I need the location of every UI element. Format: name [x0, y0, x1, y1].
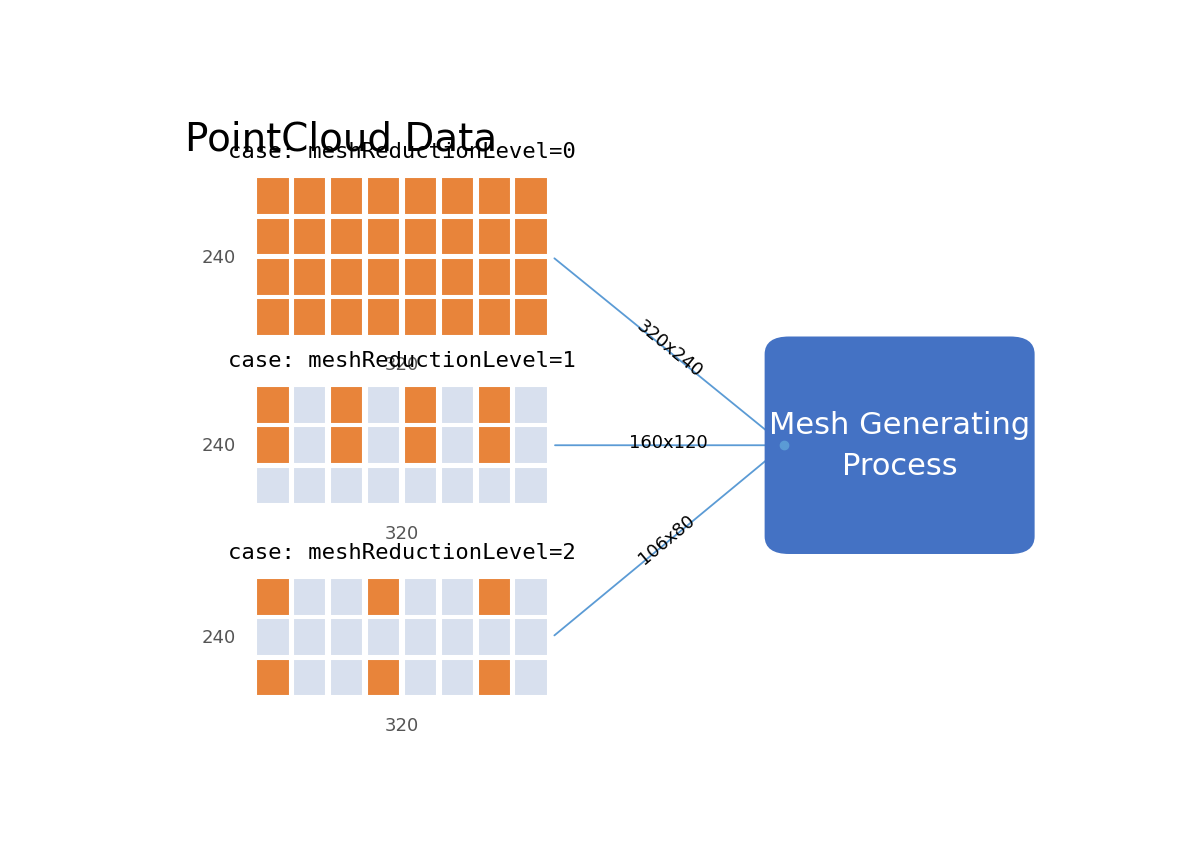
FancyBboxPatch shape	[331, 468, 364, 505]
Text: 160x120: 160x120	[629, 433, 707, 452]
FancyBboxPatch shape	[294, 659, 327, 696]
FancyBboxPatch shape	[478, 619, 511, 657]
FancyBboxPatch shape	[441, 178, 474, 216]
FancyBboxPatch shape	[367, 299, 401, 337]
Text: 320: 320	[385, 356, 420, 374]
FancyBboxPatch shape	[257, 178, 290, 216]
FancyBboxPatch shape	[478, 219, 511, 256]
Text: case: meshReductionLevel=1: case: meshReductionLevel=1	[228, 350, 575, 371]
FancyBboxPatch shape	[404, 299, 438, 337]
FancyBboxPatch shape	[478, 299, 511, 337]
FancyBboxPatch shape	[331, 578, 364, 616]
FancyBboxPatch shape	[441, 219, 474, 256]
FancyBboxPatch shape	[478, 578, 511, 616]
FancyBboxPatch shape	[367, 219, 401, 256]
FancyBboxPatch shape	[515, 219, 548, 256]
FancyBboxPatch shape	[331, 659, 364, 696]
FancyBboxPatch shape	[478, 258, 511, 296]
FancyBboxPatch shape	[404, 387, 438, 425]
FancyBboxPatch shape	[441, 427, 474, 464]
FancyBboxPatch shape	[441, 387, 474, 425]
FancyBboxPatch shape	[441, 659, 474, 696]
FancyBboxPatch shape	[404, 178, 438, 216]
FancyBboxPatch shape	[766, 338, 1033, 553]
FancyBboxPatch shape	[404, 219, 438, 256]
FancyBboxPatch shape	[515, 427, 548, 464]
Text: 240: 240	[202, 629, 237, 647]
FancyBboxPatch shape	[367, 578, 401, 616]
Text: case: meshReductionLevel=2: case: meshReductionLevel=2	[228, 542, 575, 562]
FancyBboxPatch shape	[367, 387, 401, 425]
FancyBboxPatch shape	[515, 299, 548, 337]
FancyBboxPatch shape	[294, 219, 327, 256]
FancyBboxPatch shape	[331, 619, 364, 657]
FancyBboxPatch shape	[257, 427, 290, 464]
FancyBboxPatch shape	[294, 258, 327, 296]
FancyBboxPatch shape	[331, 258, 364, 296]
FancyBboxPatch shape	[404, 427, 438, 464]
FancyBboxPatch shape	[441, 299, 474, 337]
FancyBboxPatch shape	[478, 178, 511, 216]
FancyBboxPatch shape	[367, 258, 401, 296]
Text: 240: 240	[202, 248, 237, 266]
FancyBboxPatch shape	[367, 468, 401, 505]
Text: Mesh Generating
Process: Mesh Generating Process	[769, 411, 1030, 480]
FancyBboxPatch shape	[257, 387, 290, 425]
FancyBboxPatch shape	[367, 659, 401, 696]
FancyBboxPatch shape	[257, 619, 290, 657]
FancyBboxPatch shape	[441, 258, 474, 296]
FancyBboxPatch shape	[257, 659, 290, 696]
FancyBboxPatch shape	[441, 468, 474, 505]
FancyBboxPatch shape	[331, 178, 364, 216]
FancyBboxPatch shape	[294, 427, 327, 464]
Text: 320: 320	[385, 524, 420, 543]
Text: 240: 240	[202, 436, 237, 455]
FancyBboxPatch shape	[257, 468, 290, 505]
FancyBboxPatch shape	[294, 468, 327, 505]
FancyBboxPatch shape	[404, 619, 438, 657]
FancyBboxPatch shape	[478, 468, 511, 505]
FancyBboxPatch shape	[404, 578, 438, 616]
FancyBboxPatch shape	[257, 258, 290, 296]
FancyBboxPatch shape	[515, 178, 548, 216]
FancyBboxPatch shape	[331, 387, 364, 425]
FancyBboxPatch shape	[294, 387, 327, 425]
FancyBboxPatch shape	[478, 387, 511, 425]
FancyBboxPatch shape	[515, 468, 548, 505]
FancyBboxPatch shape	[294, 578, 327, 616]
FancyBboxPatch shape	[367, 427, 401, 464]
FancyBboxPatch shape	[331, 427, 364, 464]
FancyBboxPatch shape	[441, 619, 474, 657]
Text: case: meshReductionLevel=0: case: meshReductionLevel=0	[228, 142, 575, 162]
FancyBboxPatch shape	[441, 578, 474, 616]
Text: PointCloud Data: PointCloud Data	[185, 121, 498, 159]
FancyBboxPatch shape	[257, 299, 290, 337]
FancyBboxPatch shape	[294, 178, 327, 216]
Text: 320: 320	[385, 716, 420, 734]
Text: 106x80: 106x80	[635, 511, 698, 567]
FancyBboxPatch shape	[404, 468, 438, 505]
FancyBboxPatch shape	[294, 619, 327, 657]
FancyBboxPatch shape	[515, 258, 548, 296]
FancyBboxPatch shape	[257, 578, 290, 616]
Text: 320x240: 320x240	[634, 316, 706, 381]
FancyBboxPatch shape	[515, 659, 548, 696]
FancyBboxPatch shape	[367, 178, 401, 216]
FancyBboxPatch shape	[515, 578, 548, 616]
FancyBboxPatch shape	[515, 387, 548, 425]
FancyBboxPatch shape	[478, 659, 511, 696]
FancyBboxPatch shape	[331, 299, 364, 337]
FancyBboxPatch shape	[331, 219, 364, 256]
FancyBboxPatch shape	[515, 619, 548, 657]
FancyBboxPatch shape	[367, 619, 401, 657]
FancyBboxPatch shape	[294, 299, 327, 337]
FancyBboxPatch shape	[478, 427, 511, 464]
FancyBboxPatch shape	[404, 659, 438, 696]
FancyBboxPatch shape	[257, 219, 290, 256]
FancyBboxPatch shape	[404, 258, 438, 296]
